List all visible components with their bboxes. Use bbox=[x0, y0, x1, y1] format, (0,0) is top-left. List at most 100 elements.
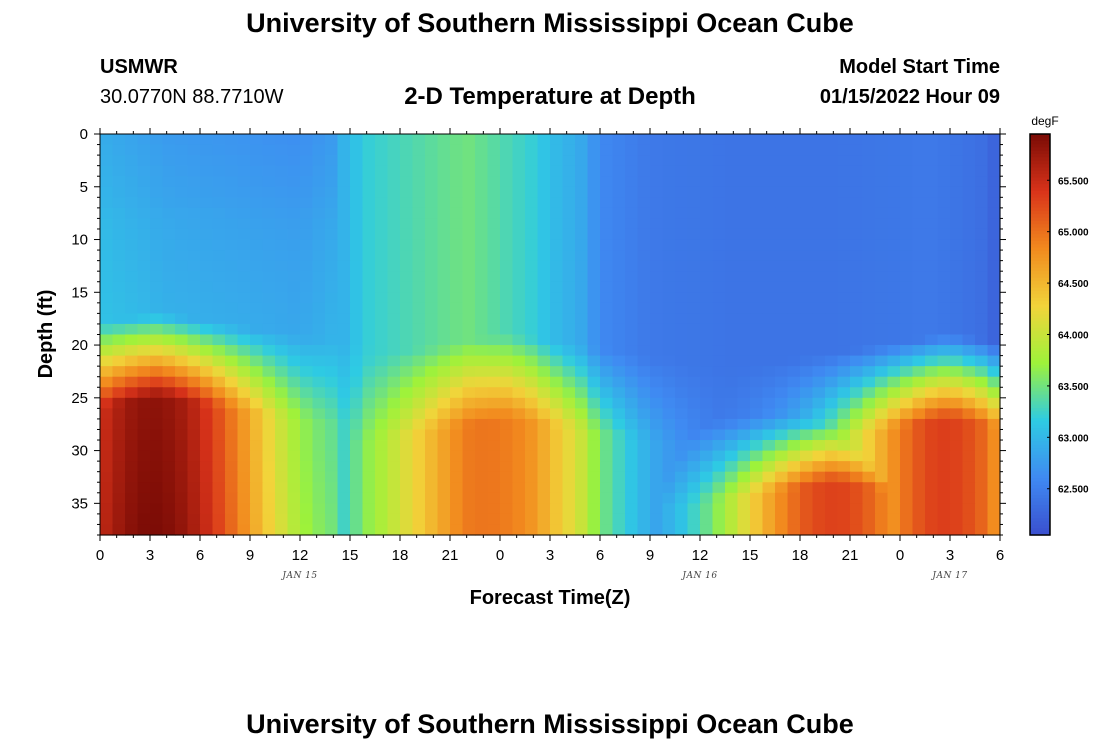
heatmap-cell bbox=[562, 176, 576, 188]
heatmap-cell bbox=[850, 450, 864, 462]
heatmap-cell bbox=[575, 250, 589, 262]
heatmap-cell bbox=[837, 513, 851, 526]
heatmap-cell bbox=[112, 250, 126, 262]
heatmap-cell bbox=[500, 345, 514, 357]
heatmap-cell bbox=[550, 387, 564, 399]
heatmap-cell bbox=[562, 366, 576, 378]
heatmap-cell bbox=[862, 408, 876, 420]
heatmap-cell bbox=[400, 271, 414, 283]
heatmap-cell bbox=[912, 302, 926, 314]
heatmap-cell bbox=[587, 218, 601, 230]
heatmap-cell bbox=[237, 228, 251, 241]
heatmap-cell bbox=[787, 397, 801, 409]
heatmap-cell bbox=[200, 207, 214, 220]
heatmap-cell bbox=[287, 334, 301, 346]
heatmap-cell bbox=[325, 302, 339, 314]
heatmap-cell bbox=[162, 524, 176, 536]
heatmap-cell bbox=[662, 482, 676, 494]
heatmap-cell bbox=[825, 313, 839, 325]
heatmap-cell bbox=[662, 302, 676, 314]
heatmap-cell bbox=[450, 144, 464, 156]
heatmap-cell bbox=[637, 492, 651, 504]
heatmap-cell bbox=[450, 197, 464, 209]
heatmap-cell bbox=[437, 260, 451, 272]
heatmap-cell bbox=[625, 165, 639, 177]
heatmap-cell bbox=[237, 239, 251, 251]
heatmap-cell bbox=[850, 334, 864, 346]
heatmap-cell bbox=[825, 440, 839, 452]
heatmap-cell bbox=[625, 418, 639, 431]
colorbar-segment bbox=[1030, 184, 1050, 189]
heatmap-cell bbox=[675, 482, 689, 494]
colorbar-segment bbox=[1030, 337, 1050, 342]
heatmap-cell bbox=[350, 440, 364, 452]
heatmap-cell bbox=[512, 218, 526, 230]
heatmap-cell bbox=[787, 165, 801, 177]
heatmap-cell bbox=[475, 513, 489, 526]
colorbar-segment bbox=[1030, 287, 1050, 292]
heatmap-cell bbox=[150, 292, 164, 304]
heatmap-cell bbox=[550, 503, 564, 515]
heatmap-cell bbox=[937, 292, 951, 304]
heatmap-cell bbox=[937, 524, 951, 536]
heatmap-cell bbox=[775, 281, 789, 293]
heatmap-cell bbox=[562, 461, 576, 473]
heatmap-cell bbox=[450, 155, 464, 167]
heatmap-cell bbox=[687, 165, 701, 177]
heatmap-cell bbox=[525, 302, 539, 314]
heatmap-cell bbox=[837, 471, 851, 483]
heatmap-cell bbox=[987, 323, 1001, 336]
heatmap-cell bbox=[600, 503, 614, 515]
colorbar-segment bbox=[1030, 518, 1050, 523]
heatmap-cell bbox=[337, 186, 351, 198]
heatmap-cell bbox=[400, 313, 414, 325]
heatmap-cell bbox=[987, 408, 1001, 420]
heatmap-cell bbox=[212, 134, 226, 146]
heatmap-cell bbox=[837, 239, 851, 251]
heatmap-cell bbox=[100, 418, 114, 431]
heatmap-cell bbox=[225, 155, 239, 167]
heatmap-cell bbox=[637, 461, 651, 473]
colorbar-segment bbox=[1030, 144, 1050, 148]
heatmap-cell bbox=[937, 134, 951, 146]
heatmap-cell bbox=[112, 450, 126, 462]
heatmap-cell bbox=[312, 408, 326, 420]
heatmap-cell bbox=[987, 418, 1001, 431]
heatmap-cell bbox=[787, 345, 801, 357]
heatmap-cell bbox=[587, 260, 601, 272]
heatmap-cell bbox=[250, 376, 264, 388]
heatmap-cell bbox=[550, 260, 564, 272]
heatmap-cell bbox=[275, 218, 289, 230]
heatmap-cell bbox=[962, 376, 976, 388]
heatmap-cell bbox=[337, 345, 351, 357]
heatmap-cell bbox=[500, 239, 514, 251]
heatmap-cell bbox=[837, 345, 851, 357]
heatmap-cell bbox=[900, 281, 914, 293]
heatmap-cell bbox=[400, 461, 414, 473]
heatmap-cell bbox=[387, 176, 401, 188]
heatmap-cell bbox=[562, 503, 576, 515]
heatmap-cell bbox=[987, 197, 1001, 209]
heatmap-cell bbox=[100, 471, 114, 483]
heatmap-cell bbox=[200, 471, 214, 483]
heatmap-cell bbox=[300, 134, 314, 146]
heatmap-cell bbox=[837, 197, 851, 209]
heatmap-cell bbox=[275, 376, 289, 388]
heatmap-cell bbox=[412, 250, 426, 262]
heatmap-cell bbox=[962, 197, 976, 209]
heatmap-cell bbox=[912, 376, 926, 388]
heatmap-cell bbox=[262, 302, 276, 314]
heatmap-cell bbox=[550, 281, 564, 293]
heatmap-cell bbox=[300, 450, 314, 462]
heatmap-cell bbox=[950, 228, 964, 241]
heatmap-cell bbox=[437, 471, 451, 483]
heatmap-cell bbox=[287, 281, 301, 293]
heatmap-cell bbox=[337, 503, 351, 515]
heatmap-cell bbox=[462, 281, 476, 293]
heatmap-cell bbox=[700, 250, 714, 262]
heatmap-cell bbox=[600, 323, 614, 336]
y-axis-label: Depth (ft) bbox=[35, 290, 57, 379]
heatmap-cell bbox=[300, 218, 314, 230]
heatmap-cell bbox=[787, 144, 801, 156]
heatmap-cell bbox=[875, 492, 889, 504]
